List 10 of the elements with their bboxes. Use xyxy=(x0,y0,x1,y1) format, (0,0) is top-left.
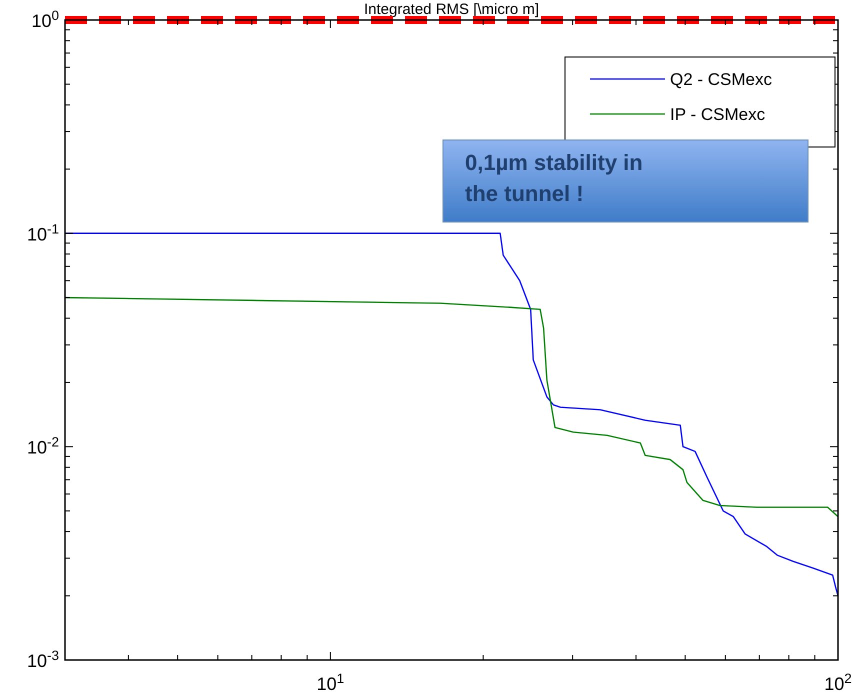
y-tick-label: 10$^{0}$ xyxy=(31,8,59,31)
chart-title: Integrated RMS [\micro m] xyxy=(364,1,540,18)
annotation: 0,1µm stability in the tunnel ! xyxy=(465,150,643,206)
x-tick-label: 10$^{2}$ xyxy=(824,670,852,694)
x-tick-label: 10$^{1}$ xyxy=(316,670,344,694)
legend-label: IP - CSMexc xyxy=(670,105,766,124)
y-tick-label: 10$^{-3}$ xyxy=(26,648,59,671)
y-tick-label: 10$^{-1}$ xyxy=(26,220,59,244)
y-tick-label: 10$^{-2}$ xyxy=(26,434,59,458)
legend-label: Q2 - CSMexc xyxy=(670,70,773,89)
